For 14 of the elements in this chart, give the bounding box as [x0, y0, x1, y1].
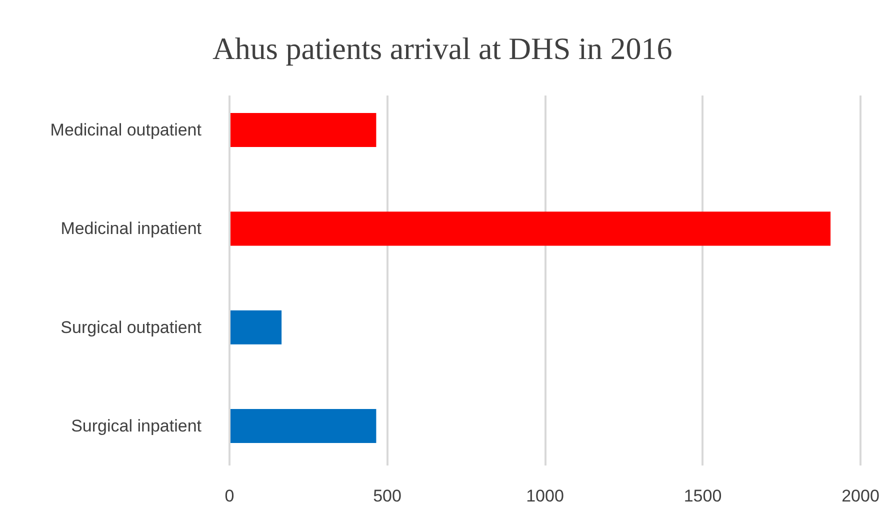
- x-tick-label: 2000: [842, 486, 880, 506]
- bar: [230, 310, 282, 344]
- x-tick-label: 0: [224, 486, 234, 506]
- y-tick-label: Surgical outpatient: [60, 318, 202, 337]
- y-tick-label: Medicinal outpatient: [50, 120, 202, 140]
- x-tick-label: 1500: [684, 486, 722, 506]
- x-tick-label: 500: [373, 486, 402, 506]
- bar: [230, 409, 376, 444]
- bar: [230, 212, 831, 246]
- bar: [230, 113, 376, 148]
- y-tick-label: Medicinal inpatient: [60, 219, 202, 238]
- x-tick-label: 1000: [526, 486, 564, 506]
- y-tick-label: Surgical inpatient: [71, 416, 202, 436]
- chart-title: Ahus patients arrival at DHS in 2016: [212, 31, 672, 66]
